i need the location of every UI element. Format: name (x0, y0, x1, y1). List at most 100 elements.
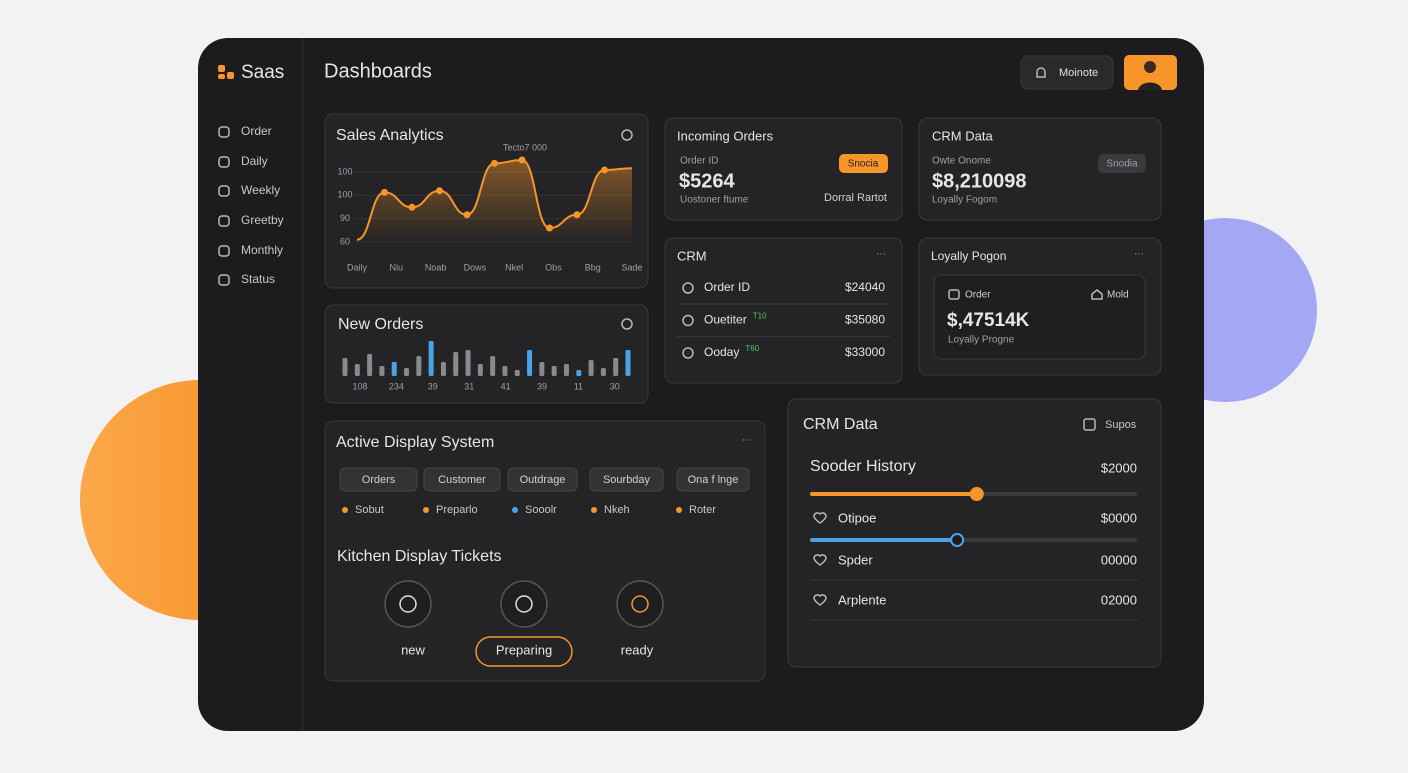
status-label: Preparlo (436, 504, 478, 516)
point (436, 187, 443, 195)
chip[interactable] (339, 467, 418, 492)
bar (625, 350, 631, 376)
sub: Loyally Fogom (932, 195, 997, 206)
bar (477, 364, 483, 376)
x-tick-label: Nkel (505, 262, 523, 272)
bar (342, 358, 348, 376)
bar (539, 362, 545, 376)
x-tick-label: Daily (347, 262, 368, 272)
x-tick-label: 30 (610, 381, 620, 391)
row-amount: $24040 (845, 280, 885, 294)
amount: $8,210098 (932, 170, 1027, 192)
status-label: Nkeh (604, 504, 630, 516)
chip[interactable] (676, 467, 750, 492)
status-dot (591, 507, 597, 513)
card (324, 304, 649, 404)
ticket-label: ready (621, 642, 654, 657)
x-tick-label: 11 (574, 381, 583, 391)
row-icon (813, 554, 827, 566)
bar (576, 370, 582, 376)
slider-thumb[interactable] (969, 487, 984, 501)
ticket-icon[interactable] (616, 580, 664, 628)
status-dot (512, 507, 518, 513)
card (787, 398, 1162, 668)
card-title: Active Display System (336, 434, 494, 451)
icon[interactable] (621, 318, 633, 330)
more[interactable]: ··· (876, 249, 886, 260)
chip[interactable] (589, 467, 664, 492)
slider-thumb[interactable] (950, 533, 965, 547)
row-icon (682, 282, 694, 294)
amount: $5264 (679, 170, 735, 192)
badge-text: Snocia (848, 159, 879, 170)
bar (600, 368, 606, 376)
nav-icon (218, 215, 230, 227)
y-tick-label: 60 (340, 236, 350, 246)
avatar-body (1138, 82, 1162, 90)
bar (613, 358, 619, 376)
point (381, 188, 388, 196)
card (918, 117, 1162, 221)
row-icon (813, 594, 827, 606)
nav-item[interactable]: Monthly (241, 243, 283, 257)
row-amount: $35080 (845, 313, 885, 327)
point (573, 211, 581, 219)
page-title: Dashboards (324, 60, 432, 82)
chip-label: Ona f lnge (688, 474, 739, 486)
row-tag: T60 (745, 344, 759, 353)
glyph (399, 595, 417, 613)
point (518, 156, 526, 164)
card-title: CRM Data (932, 128, 993, 143)
ticket-icon[interactable] (384, 580, 432, 628)
logo[interactable]: Saas (218, 62, 284, 83)
selected-pill[interactable] (475, 636, 573, 667)
icon[interactable] (1083, 418, 1096, 431)
nav-item[interactable]: Greetby (241, 213, 284, 227)
nav-item[interactable]: Weekly (241, 183, 280, 197)
point (546, 224, 553, 232)
point (491, 159, 498, 167)
bar (391, 362, 397, 376)
point (463, 211, 471, 219)
ticket-label: new (401, 642, 425, 657)
nav-icon (218, 185, 230, 197)
nav-item[interactable]: Order (241, 124, 272, 138)
nav-item[interactable]: Daily (241, 154, 268, 168)
bar (551, 366, 557, 376)
row-icon (682, 347, 694, 359)
y-tick-label: 100 (337, 166, 352, 176)
glyph (515, 595, 533, 613)
sub: Uostoner ftume (680, 195, 749, 206)
bar (379, 366, 385, 376)
x-tick-label: 39 (428, 381, 438, 391)
logo-text: Saas (241, 62, 284, 83)
button-label: Moinote (1059, 67, 1098, 79)
nav-icon (218, 156, 230, 168)
more[interactable]: ··· (1134, 249, 1144, 260)
row-tag: T10 (753, 312, 767, 321)
bar (367, 354, 373, 376)
row-amount: $33000 (845, 345, 885, 359)
y-tick-label: 90 (340, 213, 350, 223)
bar (440, 362, 446, 376)
chip[interactable] (507, 467, 578, 492)
chip[interactable] (423, 467, 501, 492)
x-tick-label: Sade (621, 262, 642, 272)
row-label: Otipoe (838, 510, 876, 525)
row-label: Order ID (704, 280, 750, 294)
x-tick-label: 39 (537, 381, 547, 391)
ticket-icon[interactable] (500, 580, 548, 628)
header-button[interactable] (1020, 55, 1114, 90)
icon[interactable] (621, 129, 633, 141)
nav-item[interactable]: Status (241, 272, 275, 286)
row-amount: 02000 (1101, 592, 1137, 607)
section-title: Kitchen Display Tickets (337, 548, 502, 565)
more[interactable]: ··· (742, 435, 752, 446)
card-title: New Orders (338, 316, 423, 333)
status-label: Sooolr (525, 504, 557, 516)
action[interactable]: Supos (1105, 419, 1137, 431)
nav-icon (218, 274, 230, 286)
chip-label: Customer (438, 474, 486, 486)
x-tick-label: 108 (352, 381, 367, 391)
